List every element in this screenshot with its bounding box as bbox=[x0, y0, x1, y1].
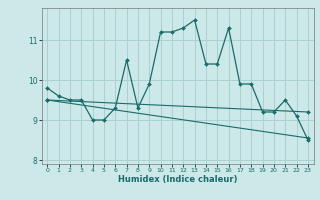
X-axis label: Humidex (Indice chaleur): Humidex (Indice chaleur) bbox=[118, 175, 237, 184]
